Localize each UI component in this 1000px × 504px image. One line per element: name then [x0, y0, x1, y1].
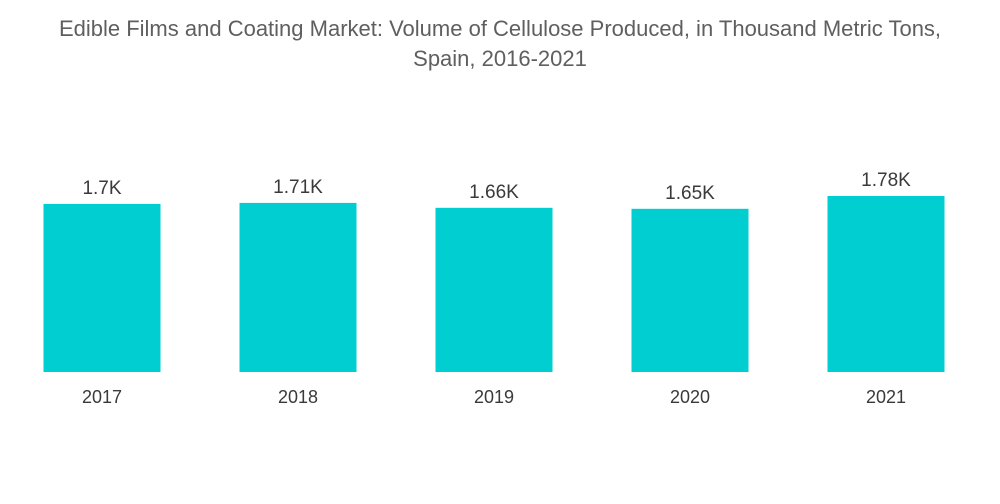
x-tick-label-2019: 2019	[474, 387, 514, 407]
chart-title-line-1: Edible Films and Coating Market: Volume …	[58, 16, 942, 41]
chart-title-line-2: Spain, 2016-2021	[413, 46, 587, 71]
x-tick-label-2021: 2021	[866, 387, 906, 407]
data-label-2017: 1.7K	[82, 178, 121, 199]
bar-2018	[239, 202, 357, 372]
data-label-2019: 1.66K	[469, 182, 519, 203]
data-label-2021: 1.78K	[861, 170, 911, 191]
data-label-2018: 1.71K	[273, 177, 323, 198]
data-label-2020: 1.65K	[665, 183, 715, 204]
x-tick-label-2020: 2020	[670, 387, 710, 407]
bar-2019	[435, 207, 553, 372]
x-tick-label-2018: 2018	[278, 387, 318, 407]
bar-2020	[631, 208, 749, 372]
bar-2021	[827, 196, 945, 372]
x-tick-label-2017: 2017	[82, 387, 122, 407]
chart-title: Edible Films and Coating Market: Volume …	[0, 14, 1000, 74]
bar-2017	[43, 203, 161, 372]
